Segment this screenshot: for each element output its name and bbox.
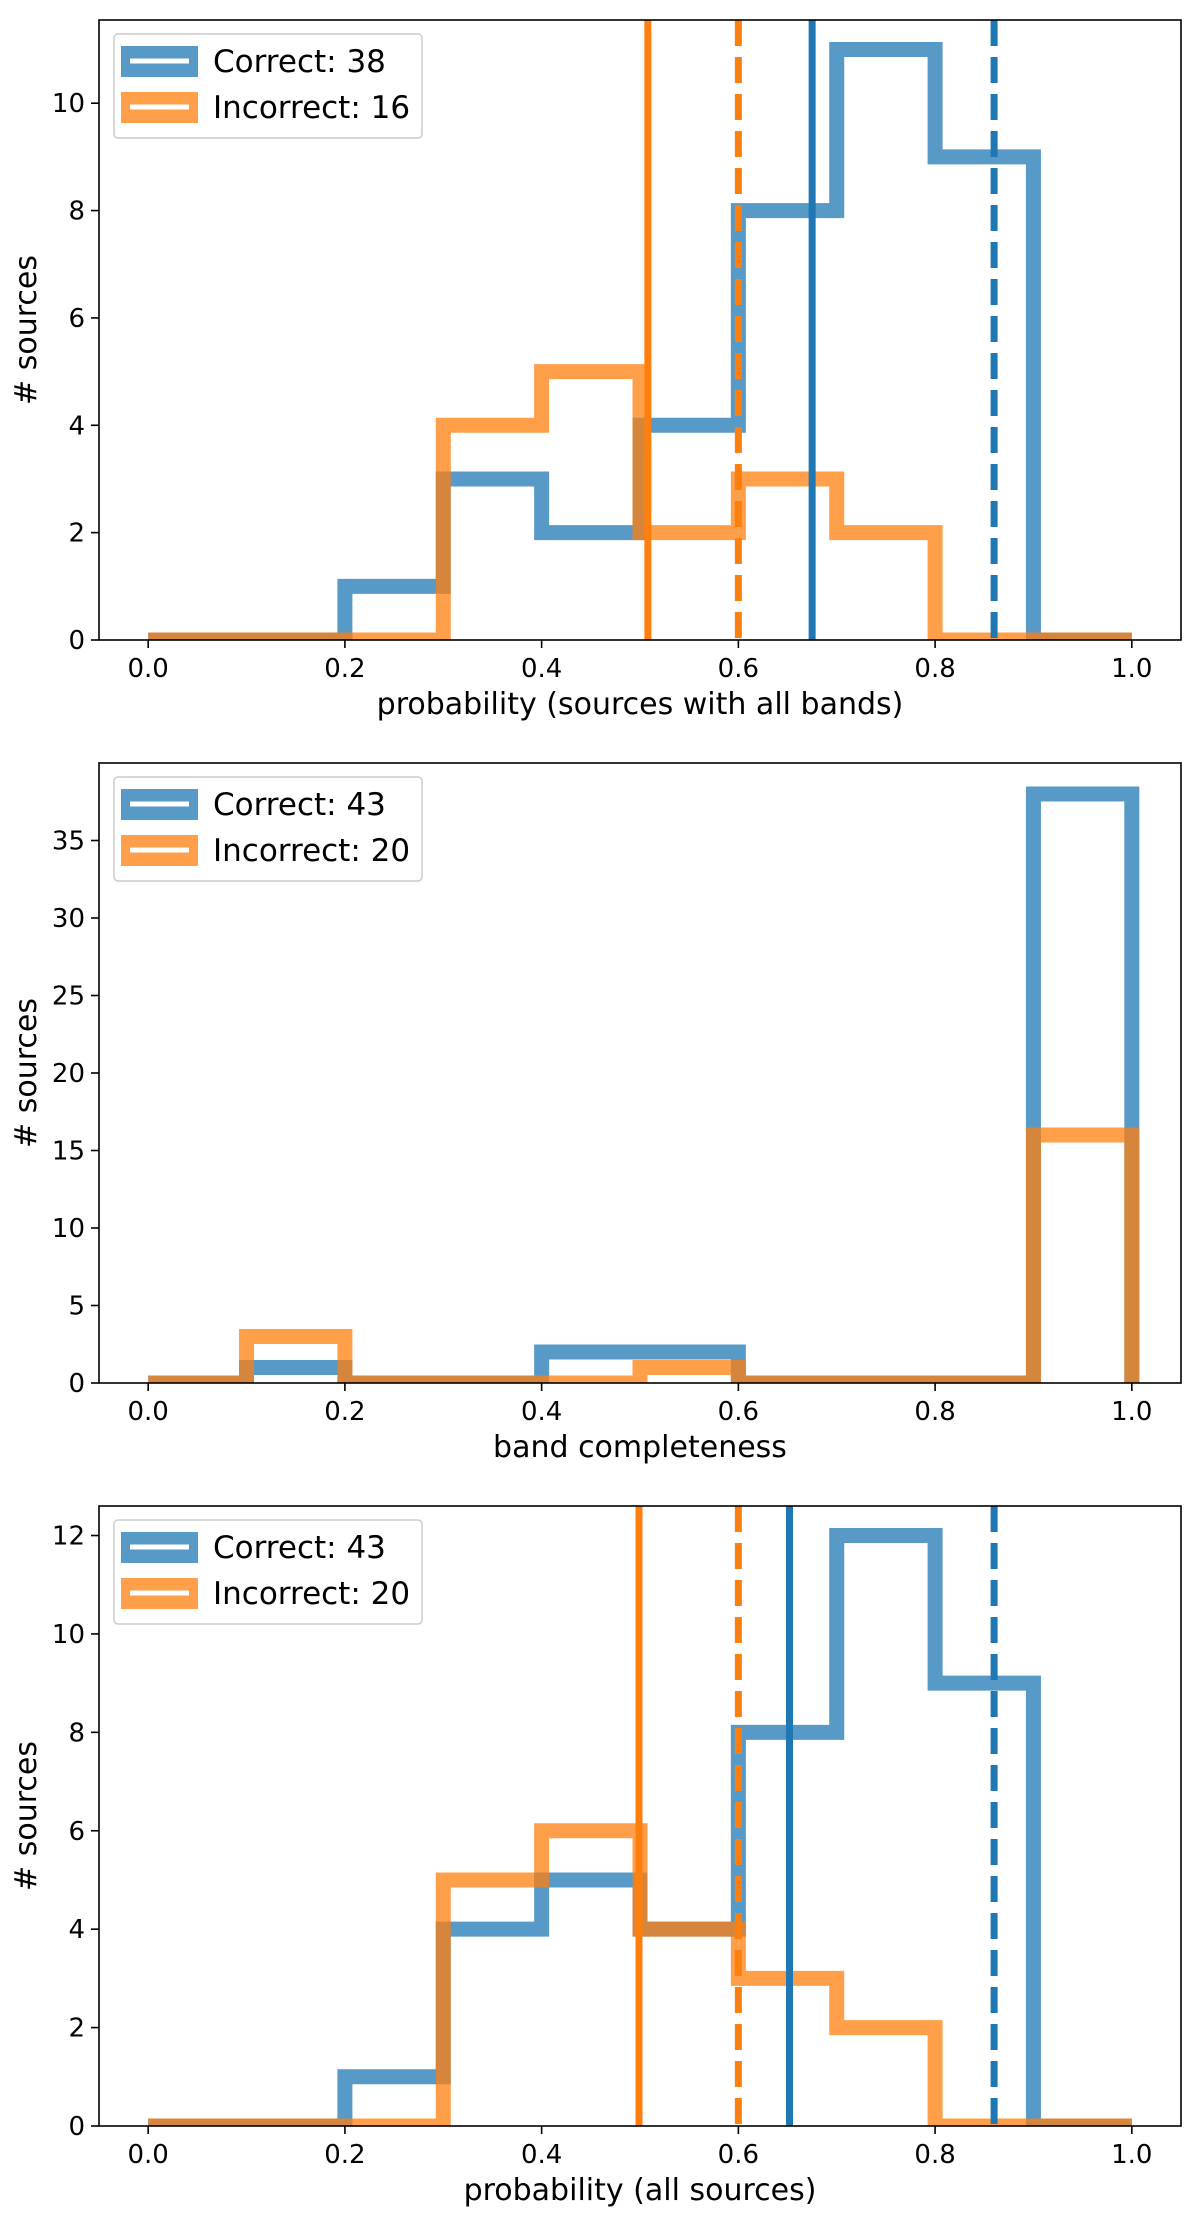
panel-band-completeness: 0.0 0.2 0.4 0.6 0.8 1.0 0 5 10 15 20 25 30 35 band com… (9, 762, 1182, 1465)
x-tick-label: 0.6 (718, 654, 759, 684)
histogram-correct (148, 786, 1140, 1383)
legend: Correct: 43 Incorrect: 20 (113, 1519, 423, 1625)
y-tick-label: 12 (52, 1522, 85, 1552)
y-tick-label: 30 (52, 904, 85, 934)
legend-label-incorrect: Incorrect: 20 (213, 833, 410, 869)
y-tick-label: 6 (68, 1817, 85, 1847)
x-tick-label: 0.4 (521, 1397, 562, 1427)
x-tick-label: 0.2 (324, 1397, 365, 1427)
x-tick-label: 0.0 (128, 1397, 169, 1427)
x-tick-label: 0.4 (521, 2140, 562, 2170)
y-tick-label: 25 (52, 982, 85, 1012)
x-axis-label: probability (sources with all bands) (377, 687, 904, 722)
y-tick-label: 6 (68, 304, 85, 334)
y-tick-label: 10 (52, 89, 85, 119)
y-tick-label: 0 (68, 1369, 85, 1399)
axes-frame (98, 1505, 1182, 2127)
x-tick-label: 0.0 (128, 654, 169, 684)
legend-label-correct: Correct: 43 (213, 787, 386, 823)
x-tick-label: 0.8 (914, 2140, 955, 2170)
y-tick-label: 0 (68, 626, 85, 656)
x-tick-label: 0.6 (718, 1397, 759, 1427)
legend-label-incorrect: Incorrect: 16 (213, 90, 410, 126)
x-tick-label: 0.4 (521, 654, 562, 684)
legend: Correct: 43 Incorrect: 20 (113, 776, 423, 882)
legend: Correct: 38 Incorrect: 16 (113, 33, 423, 139)
y-tick-label: 10 (52, 1620, 85, 1650)
x-tick-label: 0.6 (718, 2140, 759, 2170)
y-tick-label: 8 (68, 1718, 85, 1748)
x-axis-label: probability (all sources) (464, 2173, 817, 2208)
plot-area (148, 20, 1132, 640)
histogram-incorrect (148, 1127, 1140, 1383)
plot-area (148, 786, 1140, 1383)
panel-probability-all-bands: 0.0 0.2 0.4 0.6 0.8 1.0 0 2 4 6 8 10 probability (so… (9, 19, 1182, 722)
y-axis-label: # sources (9, 998, 44, 1148)
x-tick-label: 0.2 (324, 2140, 365, 2170)
y-tick-label: 2 (68, 2014, 85, 2044)
legend-label-correct: Correct: 43 (213, 1530, 386, 1566)
axes-frame (98, 19, 1182, 641)
y-tick-label: 35 (52, 827, 85, 857)
x-tick-label: 0.0 (128, 2140, 169, 2170)
y-tick-label: 0 (68, 2112, 85, 2142)
x-tick-label: 1.0 (1111, 1397, 1152, 1427)
x-tick-label: 1.0 (1111, 654, 1152, 684)
y-tick-label: 20 (52, 1059, 85, 1089)
y-tick-label: 2 (68, 519, 85, 549)
y-tick-label: 4 (68, 411, 85, 441)
y-tick-label: 8 (68, 197, 85, 227)
y-tick-label: 15 (52, 1137, 85, 1167)
x-axis-label: band completeness (493, 1430, 787, 1465)
y-axis-label: # sources (9, 1741, 44, 1891)
legend-label-incorrect: Incorrect: 20 (213, 1576, 410, 1612)
legend-label-correct: Correct: 38 (213, 44, 386, 80)
histogram-incorrect (148, 364, 1132, 640)
y-axis-label: # sources (9, 255, 44, 405)
x-tick-label: 0.8 (914, 654, 955, 684)
y-tick-label: 10 (52, 1214, 85, 1244)
x-tick-label: 0.2 (324, 654, 365, 684)
x-tick-label: 0.8 (914, 1397, 955, 1427)
plot-area (148, 1506, 1132, 2126)
panel-probability-all-sources: 0.0 0.2 0.4 0.6 0.8 1.0 0 2 4 6 8 10 12 probability (… (9, 1505, 1182, 2208)
x-tick-label: 1.0 (1111, 2140, 1152, 2170)
y-tick-label: 5 (68, 1292, 85, 1322)
y-tick-label: 4 (68, 1915, 85, 1945)
